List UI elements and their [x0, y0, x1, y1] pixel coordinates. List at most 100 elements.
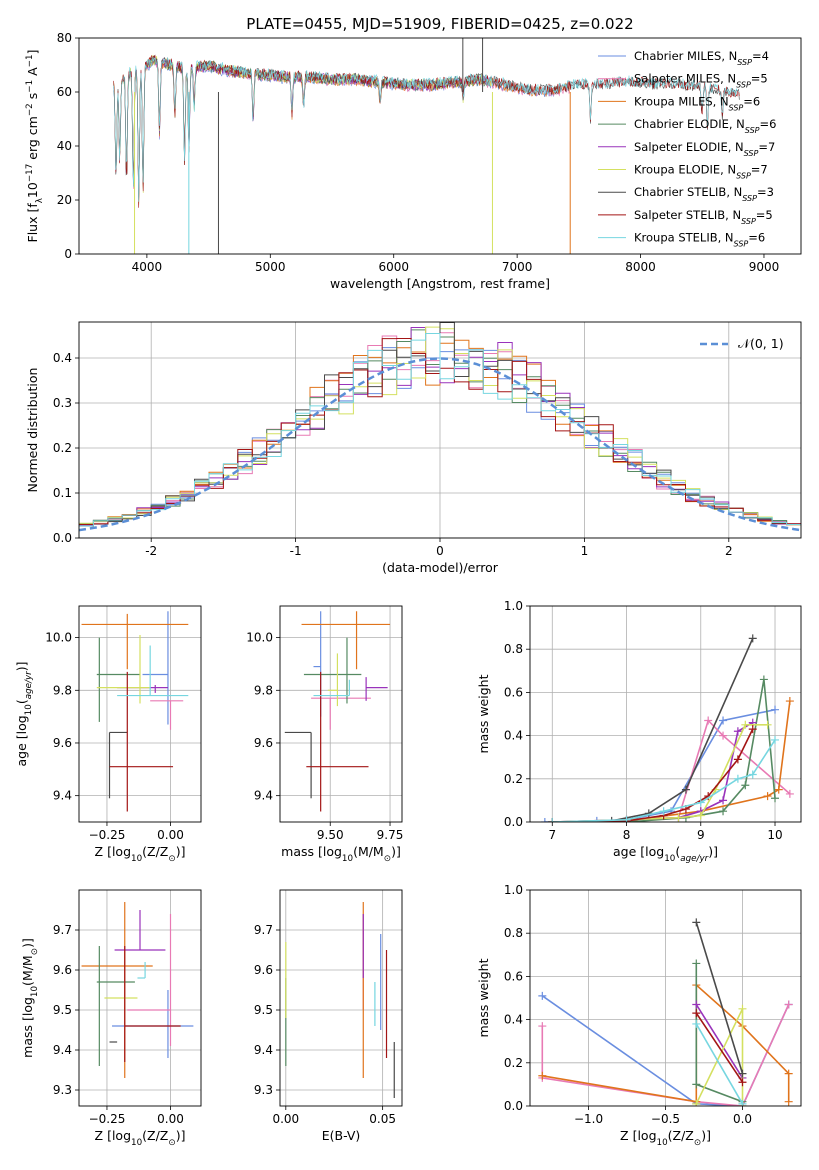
legend-entry: Salpeter MILES, NSSP=5 — [634, 72, 768, 90]
weight-marker — [738, 1078, 747, 1087]
x-tick-label: 7000 — [502, 260, 533, 274]
y-tick-label: 0.4 — [504, 1013, 523, 1027]
errorbar-point — [96, 946, 135, 1066]
weight-line — [552, 724, 768, 822]
weight-marker — [784, 1097, 793, 1106]
weight-marker — [538, 1022, 547, 1031]
x-axis-label: mass [log10(M/M⊙)] — [281, 844, 401, 864]
errorbar-point — [313, 611, 322, 717]
y-tick-label: 0.0 — [504, 1099, 523, 1113]
weight-marker — [759, 675, 768, 684]
weight-marker — [774, 785, 783, 794]
weight-series — [548, 718, 757, 822]
weight-marker — [692, 1019, 701, 1028]
legend-sub: SSP — [745, 126, 760, 135]
x-tick-label: 0.0 — [733, 1112, 752, 1126]
errorbar-point — [81, 613, 189, 670]
x-tick-label: -1 — [290, 544, 302, 558]
label-part: 10 — [657, 1138, 668, 1148]
y-tick-label: 9.8 — [254, 683, 273, 697]
y-tick-label: 9.4 — [53, 789, 72, 803]
weight-series — [692, 1019, 747, 1106]
weight-line — [695, 1004, 744, 1079]
label-part: Z [log — [620, 1128, 656, 1143]
weight-marker — [771, 705, 780, 714]
x-tick-label: 7 — [548, 828, 556, 842]
y-tick-label: 1.0 — [504, 599, 523, 613]
plot-area — [280, 606, 402, 822]
label-part: λ — [35, 198, 45, 203]
weight-marker — [692, 959, 701, 968]
figure-title: PLATE=0455, MJD=51909, FIBERID=0425, z=0… — [246, 15, 633, 33]
label-part: )] — [391, 844, 401, 859]
label-part: ] — [25, 50, 40, 55]
x-tick-label: 8 — [623, 828, 631, 842]
label-part: ⊙ — [694, 1138, 701, 1148]
weight-marker — [548, 818, 557, 822]
legend-name: Salpeter MILES, N — [634, 72, 736, 86]
weight-series — [692, 918, 747, 1078]
panel-mass-weight-vs-Z: −1.0 −0.5 0.0 0.0 0.2 0.4 0.6 0.8 1.0 Z [log10(Z/… — [476, 883, 802, 1148]
label-part: −1 — [25, 80, 35, 93]
y-tick-label: 9.6 — [254, 963, 273, 977]
label-part: −2 — [25, 103, 35, 116]
x-tick-label: −0.25 — [89, 828, 126, 842]
weight-line — [552, 700, 791, 822]
x-axis-label: Z [log10(Z/Z⊙)] — [620, 1128, 711, 1148]
ticks: −1.0 −0.5 0.0 0.0 0.2 0.4 0.6 0.8 1.0 — [504, 883, 752, 1126]
weight-series — [548, 634, 757, 822]
weight-line — [695, 963, 743, 1103]
y-tick-label: 9.7 — [53, 923, 72, 937]
weight-series — [540, 705, 780, 822]
label-part: (Z/Z — [142, 844, 168, 859]
weight-marker — [696, 811, 705, 820]
errorbar-point — [108, 731, 128, 799]
label-part: −1 — [25, 54, 35, 67]
weight-marker — [741, 781, 750, 790]
weight-marker — [704, 716, 713, 725]
x-tick-label: 2 — [725, 544, 733, 558]
x-tick-label: 9.75 — [377, 828, 404, 842]
weight-marker — [659, 807, 668, 816]
errorbar-point — [96, 634, 151, 704]
legend-suffix: =7 — [758, 140, 775, 154]
label-part: 10 — [342, 854, 353, 864]
legend-name: Chabrier STELIB, N — [634, 185, 742, 199]
plot-area — [79, 322, 801, 538]
spectrum-line — [113, 54, 493, 204]
legend-suffix: =7 — [751, 163, 768, 177]
legend-sub: SSP — [736, 80, 751, 89]
legend-suffix: =6 — [760, 117, 777, 131]
y-axis-label: Normed distribution — [25, 368, 40, 493]
label-part: (Z/Z — [142, 1128, 168, 1143]
axes-frame — [78, 889, 202, 1107]
x-tick-label: 9 — [697, 828, 705, 842]
weight-line — [695, 1023, 744, 1105]
weight-line — [544, 708, 776, 822]
y-tick-label: 9.7 — [254, 923, 273, 937]
label-part: )] — [176, 1128, 186, 1143]
legend-suffix: =5 — [751, 72, 768, 86]
label-part: mass [log — [20, 997, 35, 1058]
legend-entry: Kroupa MILES, NSSP=6 — [634, 94, 760, 112]
weight-marker — [696, 798, 705, 807]
axes-frame — [78, 321, 802, 539]
y-tick-label: 0.6 — [504, 969, 523, 983]
y-tick-label: 0.1 — [53, 486, 72, 500]
legend-sub: SSP — [744, 148, 759, 157]
legend-suffix: =6 — [748, 231, 765, 245]
label-part: ⊙ — [30, 948, 40, 955]
x-axis-label: E(B-V) — [322, 1128, 361, 1143]
plot-area — [79, 890, 201, 1106]
legend-entry: Chabrier MILES, NSSP=4 — [634, 49, 769, 67]
spectrum-line — [113, 56, 493, 194]
weight-marker — [733, 774, 742, 783]
y-tick-label: 40 — [57, 139, 72, 153]
errorbar-point — [313, 679, 350, 697]
ticks: -2 -1 0 1 2 0.0 0.1 0.2 0.3 0.4 — [53, 351, 733, 558]
weight-marker — [771, 794, 780, 803]
x-tick-label: 9000 — [749, 260, 780, 274]
weight-series — [548, 735, 780, 822]
